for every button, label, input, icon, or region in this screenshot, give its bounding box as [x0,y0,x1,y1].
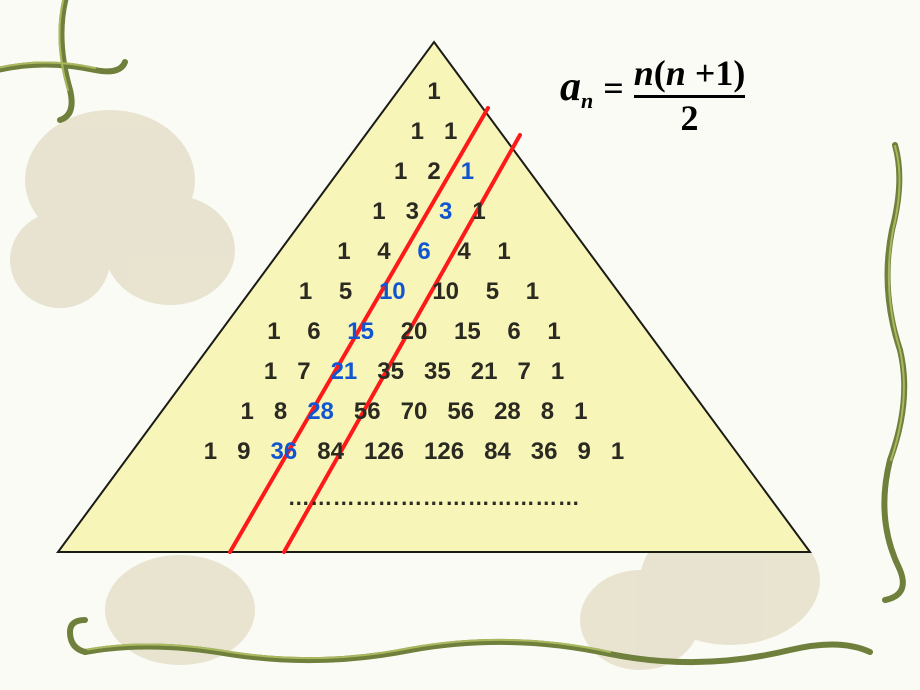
pascal-row-7: 1 7 21 35 35 21 7 1 [0,360,874,384]
pascal-row-2: 1 2 1 [0,160,894,184]
pascal-cell: 84 [484,438,511,465]
pascal-row-9: 1 9 36 84 126 126 84 36 9 1 [0,440,874,464]
pascal-cell: 1 [497,238,510,265]
pascal-row-1: 1 1 [0,120,894,144]
formula-num-plus [686,53,695,93]
pascal-cell: 15 [454,318,481,345]
pascal-cell: 56 [447,398,474,425]
pascal-cell: 1 [337,238,350,265]
pascal-cell: 70 [401,398,428,425]
pascal-cell: 1 [472,198,485,225]
formula-denominator: 2 [634,100,746,138]
pascal-row-0: 1 [0,80,894,104]
pascal-cell: 1 [240,398,253,425]
pascal-cell: 2 [427,158,440,185]
formula-fraction: n(n +1) 2 [634,55,746,138]
pascal-cell: 36 [271,438,298,465]
pascal-row-3: 1 3 3 1 [0,200,889,224]
pascal-cell: 1 [574,398,587,425]
formula-sub-n: n [581,88,593,113]
formula-num-one: 1 [715,53,733,93]
pascal-cell: 1 [547,318,560,345]
pascal-row-6: 1 6 15 20 15 6 1 [0,320,874,344]
formula-a: a [560,64,581,110]
pascal-cell: 5 [339,278,352,305]
pascal-cell: 3 [439,198,452,225]
pascal-row-8: 1 8 28 56 70 56 28 8 1 [0,400,874,424]
pascal-cell: 1 [267,318,280,345]
pascal-cell: 36 [531,438,558,465]
pascal-cell: 1 [444,118,457,145]
pascal-cell: 1 [394,158,407,185]
pascal-cell: 28 [494,398,521,425]
formula-equals: = [597,68,630,108]
pascal-cell: 56 [354,398,381,425]
pascal-cell: 5 [486,278,499,305]
formula-num-plus-sign: + [695,53,716,93]
triangular-number-formula: an = n(n +1) 2 [560,55,745,138]
pascal-cell: 1 [551,358,564,385]
pascal-cell: 1 [461,158,474,185]
slide-stage: 11 11 2 11 3 3 11 4 6 4 11 5 10 10 5 11 … [0,0,920,690]
pascal-cell: 1 [264,358,277,385]
pascal-cell: 7 [517,358,530,385]
pascal-cell: 3 [406,198,419,225]
pascal-cell: 10 [432,278,459,305]
pascal-row-4: 1 4 6 4 1 [0,240,884,264]
pascal-cell: 8 [274,398,287,425]
pascal-cell: 1 [204,438,217,465]
pascal-cell: 126 [424,438,464,465]
pascal-cell: 4 [457,238,470,265]
pascal-cell: 6 [307,318,320,345]
pascal-cell: 1 [611,438,624,465]
pascal-cell: 7 [297,358,310,385]
pascal-cell: 35 [377,358,404,385]
formula-num-parr: ) [733,53,745,93]
formula-num-n1: n [634,53,654,93]
pascal-cell: 1 [427,78,440,105]
pascal-cell: 6 [417,238,430,265]
pascal-cell: 35 [424,358,451,385]
pascal-cell: 15 [347,318,374,345]
pascal-cell: 1 [526,278,539,305]
pascal-ellipsis: ………………………………… [0,485,894,511]
pascal-cell: 4 [377,238,390,265]
pascal-cell: 8 [541,398,554,425]
formula-num-parl: ( [654,53,666,93]
pascal-cell: 9 [237,438,250,465]
pascal-cell: 10 [379,278,406,305]
pascal-cell: 21 [331,358,358,385]
pascal-row-5: 1 5 10 10 5 1 [0,280,879,304]
pascal-cell: 6 [507,318,520,345]
pascal-cell: 28 [307,398,334,425]
pascal-cell: 1 [411,118,424,145]
formula-num-n2: n [666,53,686,93]
pascal-cell: 1 [299,278,312,305]
pascal-cell: 84 [317,438,344,465]
formula-numerator: n(n +1) [634,55,746,93]
pascal-cell: 126 [364,438,404,465]
pascal-cell: 1 [372,198,385,225]
pascal-cell: 21 [471,358,498,385]
pascal-cell: 9 [578,438,591,465]
pascal-cell: 20 [401,318,428,345]
